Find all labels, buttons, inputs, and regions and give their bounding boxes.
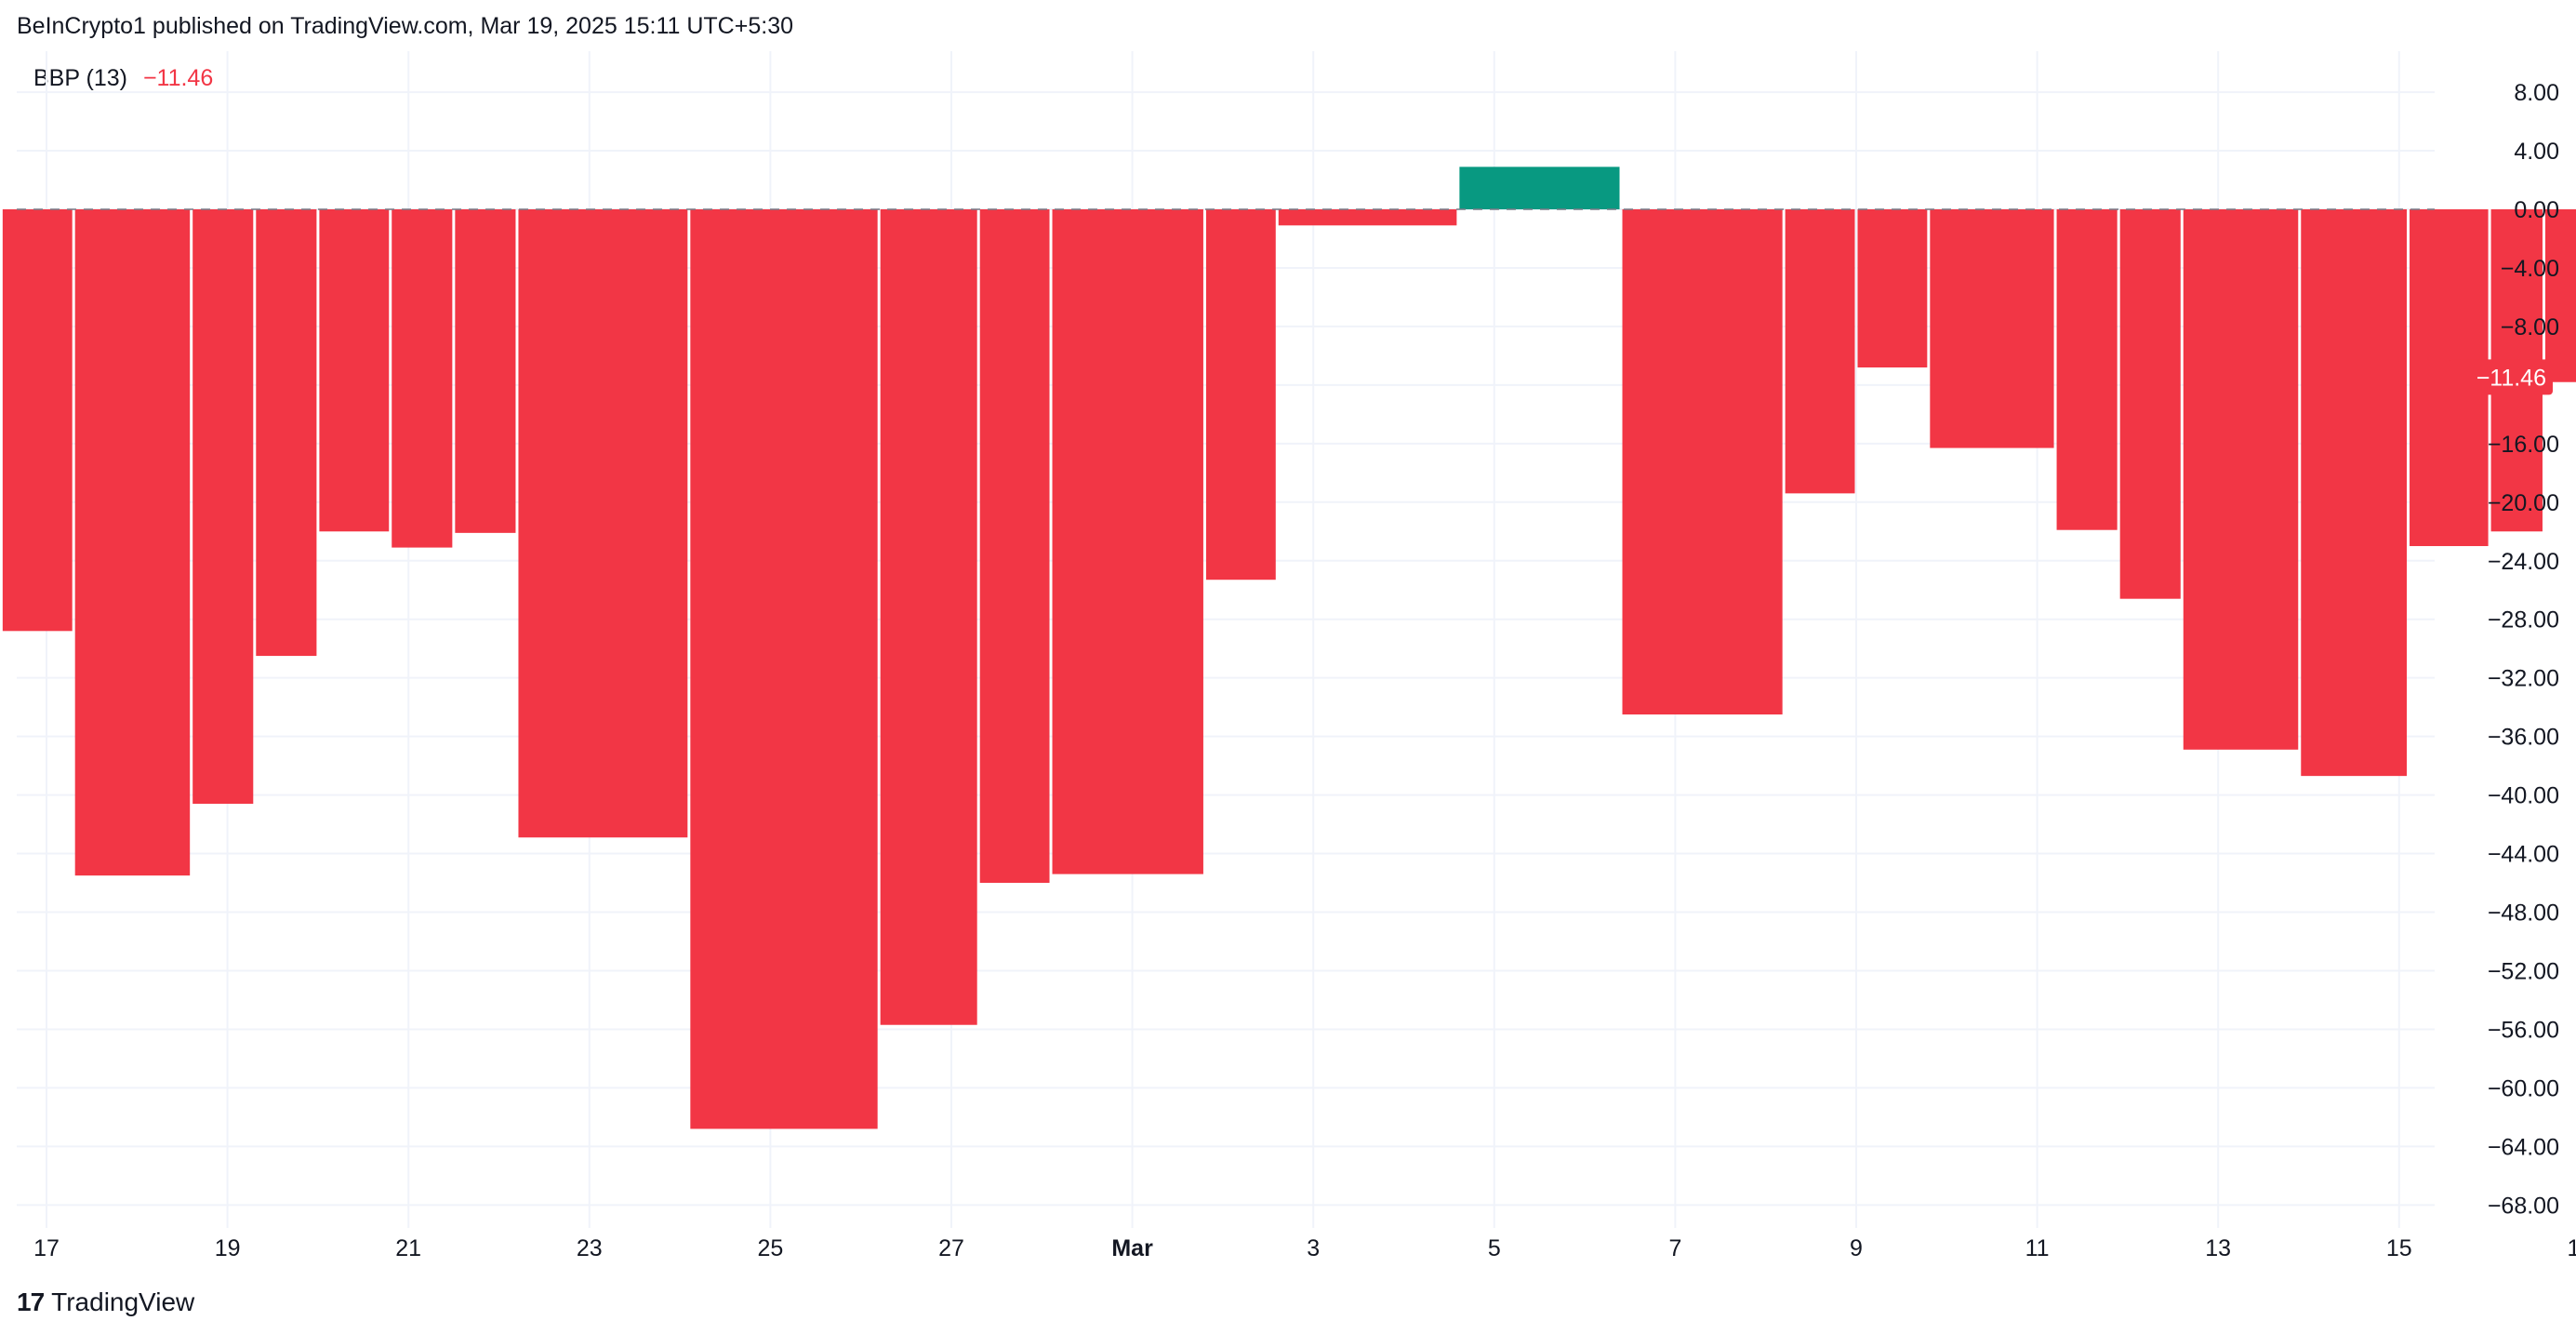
x-tick-label: 19 [215, 1235, 241, 1261]
y-tick-label: −44.00 [2488, 842, 2559, 868]
bbp-bar [74, 209, 191, 876]
x-tick-label: 25 [757, 1235, 783, 1261]
y-tick-label: 0.00 [2514, 197, 2559, 223]
y-tick-label: −40.00 [2488, 783, 2559, 809]
last-value-tag-text: −11.46 [2476, 365, 2546, 391]
bbp-bar [2301, 209, 2408, 777]
y-axis[interactable]: 8.00 4.00 0.00 −4.00 −8.00 −16.00 −20.00 −24.00… [2488, 80, 2559, 1219]
bbp-bar [1459, 167, 1620, 209]
y-tick-label: −36.00 [2488, 725, 2559, 751]
x-tick-label: 3 [1307, 1235, 1320, 1261]
y-tick-label: −20.00 [2488, 490, 2559, 516]
x-tick-label: 21 [395, 1235, 421, 1261]
bbp-bar [319, 209, 390, 532]
indicator-name: BBP (13) [33, 65, 127, 91]
bbp-bar [1205, 209, 1276, 580]
bbp-bar [1930, 209, 2054, 448]
bbp-bar [392, 209, 453, 548]
bars-group [2, 167, 2576, 1129]
x-tick-label: 17 [2567, 1235, 2576, 1261]
bbp-bar [518, 209, 688, 838]
bbp-bar [1278, 209, 1457, 226]
x-tick-label: 5 [1488, 1235, 1501, 1261]
x-tick-label: 15 [2386, 1235, 2412, 1261]
y-tick-label: 8.00 [2514, 80, 2559, 106]
bbp-chart[interactable]: 8.00 4.00 0.00 −4.00 −8.00 −16.00 −20.00 −24.00… [0, 0, 2576, 1284]
y-tick-label: −56.00 [2488, 1017, 2559, 1043]
x-tick-label: 13 [2205, 1235, 2231, 1261]
bbp-bar [979, 209, 1050, 884]
tradingview-logo-icon: 17 [17, 1287, 45, 1316]
bbp-bar [1857, 209, 1928, 367]
tradingview-name: TradingView [51, 1287, 195, 1316]
y-tick-label: −48.00 [2488, 900, 2559, 927]
x-tick-label: 27 [938, 1235, 964, 1261]
tradingview-footer[interactable]: 17 TradingView [17, 1287, 194, 1317]
y-tick-label: −4.00 [2501, 256, 2559, 282]
indicator-legend[interactable]: BBP (13) −11.46 [33, 65, 213, 92]
y-tick-label: −24.00 [2488, 549, 2559, 575]
bbp-bar [2183, 209, 2299, 750]
x-axis[interactable]: 171921232527Mar3579111315171921 [33, 1235, 2576, 1261]
bbp-bar [690, 209, 878, 1129]
y-tick-label: 4.00 [2514, 139, 2559, 165]
indicator-value: −11.46 [142, 65, 214, 91]
y-tick-label: −52.00 [2488, 958, 2559, 984]
bbp-bar [1052, 209, 1203, 874]
y-tick-label: −60.00 [2488, 1075, 2559, 1101]
bbp-bar [455, 209, 516, 533]
y-tick-label: −32.00 [2488, 666, 2559, 692]
y-tick-label: −16.00 [2488, 432, 2559, 458]
bbp-bar [193, 209, 254, 805]
y-tick-label: −28.00 [2488, 607, 2559, 634]
bbp-bar [1785, 209, 1855, 494]
last-value-tag-bg [2449, 359, 2553, 395]
bbp-bar [2, 209, 73, 632]
x-tick-label: 17 [33, 1235, 60, 1261]
x-tick-label: 9 [1850, 1235, 1863, 1261]
x-tick-label: 7 [1668, 1235, 1681, 1261]
last-value-tag: −11.46 [2449, 359, 2553, 395]
bbp-bar [880, 209, 977, 1025]
x-tick-label: 23 [577, 1235, 603, 1261]
publisher-header: BeInCrypto1 published on TradingView.com… [17, 13, 793, 39]
x-tick-label: 11 [2025, 1235, 2050, 1261]
y-tick-label: −68.00 [2488, 1193, 2559, 1219]
bbp-bar [1622, 209, 1783, 715]
y-tick-label: −64.00 [2488, 1134, 2559, 1160]
x-tick-label: Mar [1111, 1235, 1153, 1261]
bbp-bar [256, 209, 317, 657]
y-tick-label: −8.00 [2501, 314, 2559, 340]
bbp-bar [2544, 209, 2576, 382]
bbp-bar [2056, 209, 2118, 530]
bbp-bar [2119, 209, 2181, 599]
